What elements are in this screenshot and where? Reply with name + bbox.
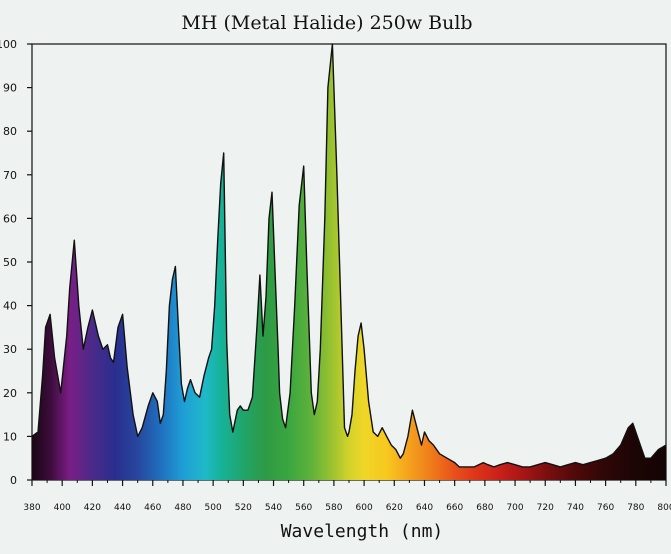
y-tick-label: 60 <box>3 212 17 225</box>
x-axis-label: Wavelength (nm) <box>281 521 444 542</box>
y-tick-label: 50 <box>3 256 17 269</box>
x-tick-label: 760 <box>597 503 614 513</box>
x-tick-label: 660 <box>446 503 463 513</box>
x-tick-label: 700 <box>506 503 523 513</box>
x-tick-label: 540 <box>265 503 282 513</box>
y-tick-label: 30 <box>3 343 17 356</box>
spectrum-area <box>32 44 666 480</box>
x-tick-label: 420 <box>84 503 101 513</box>
x-tick-label: 380 <box>23 503 40 513</box>
x-tick-label: 640 <box>416 503 433 513</box>
x-tick-label: 680 <box>476 503 493 513</box>
spectrum-series <box>32 43 667 480</box>
x-tick-label: 720 <box>537 503 554 513</box>
y-tick-label: 80 <box>3 125 17 138</box>
x-tick-label: 800 <box>657 503 671 513</box>
x-tick-label: 600 <box>356 503 373 513</box>
y-tick-label: 40 <box>3 300 17 313</box>
x-tick-label: 740 <box>567 503 584 513</box>
y-tick-label: 10 <box>3 430 17 443</box>
y-tick-label: 90 <box>3 82 17 95</box>
y-tick-label: 70 <box>3 169 17 182</box>
x-tick-label: 560 <box>295 503 312 513</box>
x-tick-label: 780 <box>627 503 644 513</box>
x-tick-label: 500 <box>205 503 222 513</box>
y-tick-label: 100 <box>0 38 17 51</box>
x-tick-label: 520 <box>235 503 252 513</box>
spectrum-line <box>32 43 667 468</box>
y-tick-label: 0 <box>10 474 17 487</box>
x-tick-label: 440 <box>114 503 131 513</box>
x-tick-label: 400 <box>54 503 71 513</box>
x-tick-label: 580 <box>325 503 342 513</box>
x-tick-label: 620 <box>386 503 403 513</box>
chart-title: MH (Metal Halide) 250w Bulb <box>181 12 472 34</box>
y-tick-label: 20 <box>3 387 17 400</box>
x-tick-label: 480 <box>174 503 191 513</box>
axes: 0 10 20 30 40 50 60 70 80 90 100 380 400 420 440 460 480… <box>0 38 671 513</box>
x-tick-label: 460 <box>144 503 161 513</box>
